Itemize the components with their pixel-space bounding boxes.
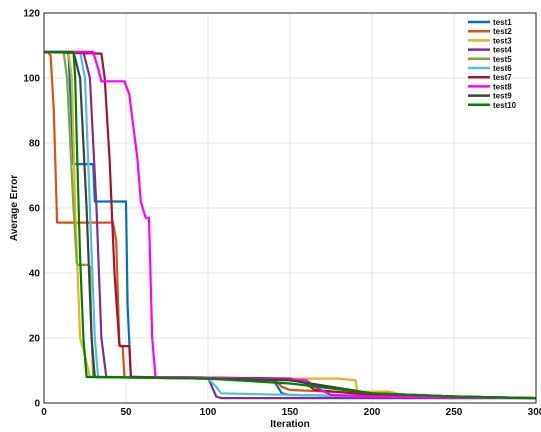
legend-label: test4 [493,46,512,55]
x-axis-ticks: 0 50 100 150 200 250 300 [41,407,541,418]
y-tick-label: 100 [23,74,40,85]
series-line-test10 [44,50,537,400]
legend: test1test2test3test4test5test6test7test8… [468,18,517,110]
legend-label: test3 [493,36,512,45]
x-tick-label: 100 [200,407,217,418]
y-axis-ticks: 0 20 40 60 80 100 120 [23,9,40,410]
series-layer [43,50,537,400]
y-tick-label: 120 [23,9,40,20]
x-tick-label: 250 [446,407,463,418]
y-tick-label: 40 [29,269,41,280]
series-line-test8 [44,50,537,400]
legend-label: test6 [493,64,512,73]
y-tick-label: 0 [34,399,40,410]
y-tick-label: 20 [29,334,41,345]
legend-label: test7 [493,73,512,82]
legend-label: test2 [493,27,512,36]
legend-label: test9 [493,92,512,101]
x-axis-label: Iteration [270,419,309,430]
x-tick-label: 300 [528,407,541,418]
y-tick-label: 80 [29,139,41,150]
x-tick-label: 50 [120,407,132,418]
y-axis-label: Average Error [9,175,20,241]
y-tick-label: 60 [29,204,41,215]
x-tick-label: 0 [41,407,47,418]
legend-label: test8 [493,82,512,91]
legend-label: test5 [493,55,512,64]
plot-frame [43,12,537,404]
legend-label: test10 [493,101,517,110]
x-tick-label: 200 [364,407,381,418]
x-tick-label: 150 [282,407,299,418]
legend-label: test1 [493,18,512,27]
